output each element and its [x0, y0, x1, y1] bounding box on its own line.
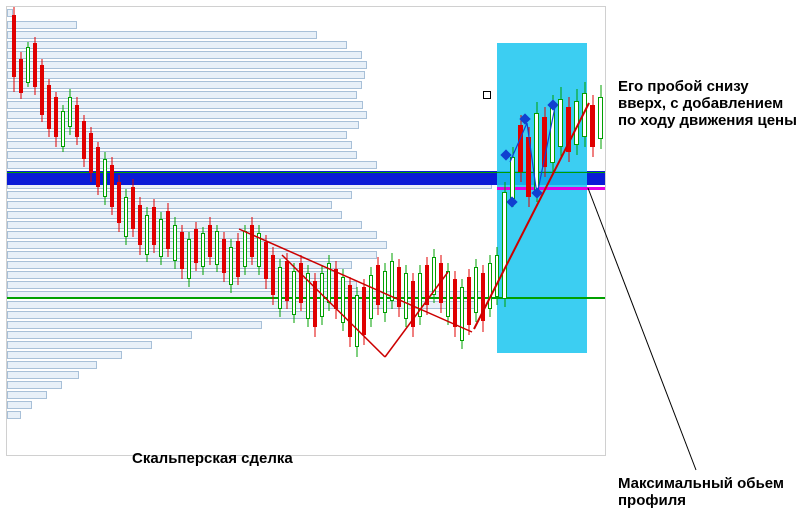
- max-volume-note: Максимальный обьем профиля: [618, 475, 798, 509]
- caption: Скальперская сделка: [132, 450, 392, 467]
- breakout-note: Его пробой снизу вверх, с добавлением по…: [618, 78, 798, 129]
- leader-to-max-volume: [588, 188, 696, 470]
- chart-container: Его пробой снизу вверх, с добавлением по…: [0, 0, 810, 530]
